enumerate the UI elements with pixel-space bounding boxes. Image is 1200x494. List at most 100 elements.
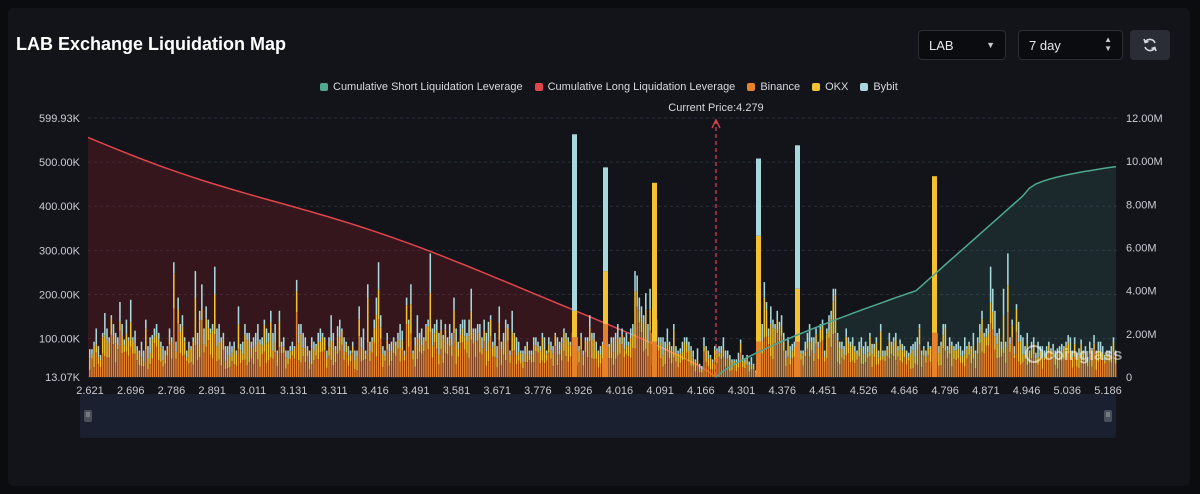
legend-item[interactable]: Cumulative Short Liquidation Leverage xyxy=(320,79,523,95)
symbol-select[interactable]: LAB ▼ xyxy=(918,30,1006,60)
liquidation-bar-bybit xyxy=(485,332,488,352)
liquidation-bar-bybit xyxy=(476,324,479,334)
liquidation-bar-binance xyxy=(981,351,983,377)
liquidation-bar-okx xyxy=(341,330,343,345)
liquidation-bar-okx xyxy=(808,342,811,357)
liquidation-bar-bybit xyxy=(886,346,888,350)
liquidation-bar-bybit xyxy=(487,321,490,342)
liquidation-bar-bybit xyxy=(1067,335,1069,343)
liquidation-bar-okx xyxy=(642,322,645,352)
liquidation-bar-binance xyxy=(1009,351,1011,377)
liquidation-bar-binance xyxy=(815,343,817,377)
liquidation-bar-bybit xyxy=(520,350,522,354)
liquidation-bar-binance xyxy=(326,367,328,377)
liquidation-bar-bybit xyxy=(326,350,328,359)
liquidation-bar-okx xyxy=(345,344,348,353)
liquidation-bar-binance xyxy=(211,358,214,377)
liquidation-bar-binance xyxy=(617,355,619,377)
legend-item[interactable]: Cumulative Long Liquidation Leverage xyxy=(534,79,735,95)
liquidation-bar-binance xyxy=(524,362,526,377)
slider-handle-left[interactable]: II xyxy=(84,410,92,422)
liquidation-bar-okx xyxy=(972,345,975,359)
liquidation-bar-bybit xyxy=(151,335,154,340)
slider-handle-right[interactable]: II xyxy=(1104,410,1112,422)
liquidation-bar-bybit xyxy=(95,328,98,345)
liquidation-bar-bybit xyxy=(433,324,436,334)
liquidation-bar-binance xyxy=(765,336,768,377)
liquidation-bar-okx xyxy=(1009,344,1011,352)
liquidation-bar-okx xyxy=(151,339,154,359)
liquidation-bar-okx xyxy=(1095,353,1097,371)
refresh-button[interactable] xyxy=(1130,30,1170,60)
liquidation-bar-bybit xyxy=(707,350,710,360)
liquidation-bar-okx xyxy=(377,289,380,319)
liquidation-bar-okx xyxy=(998,334,1001,358)
liquidation-bar-binance xyxy=(364,359,367,377)
liquidation-bar-okx xyxy=(407,324,410,348)
legend-item[interactable]: OKX xyxy=(812,79,848,95)
liquidation-bar-bybit xyxy=(371,337,373,341)
liquidation-bar-bybit xyxy=(99,354,102,361)
liquidation-bar-binance xyxy=(722,356,725,377)
liquidation-bar-okx xyxy=(612,352,615,366)
liquidation-bar-okx xyxy=(181,326,184,356)
liquidation-bar-binance xyxy=(235,365,238,377)
liquidation-bar-binance xyxy=(1091,366,1093,377)
liquidation-bar-bybit xyxy=(252,337,255,347)
liquidation-bar-okx xyxy=(334,350,337,363)
legend-item[interactable]: Bybit xyxy=(860,79,898,95)
liquidation-bar-okx xyxy=(670,351,673,364)
liquidation-bar-okx xyxy=(239,350,242,364)
liquidation-bar-okx xyxy=(554,335,557,347)
liquidation-bar-binance xyxy=(694,371,697,377)
legend-item[interactable]: Binance xyxy=(747,79,800,95)
liquidation-bar-binance xyxy=(1106,360,1108,377)
liquidation-bar-bybit xyxy=(664,341,666,352)
legend-swatch xyxy=(747,83,756,91)
liquidation-bar-okx xyxy=(996,344,998,359)
liquidation-bar-bybit xyxy=(466,332,468,342)
liquidation-bar-binance xyxy=(1048,352,1050,377)
liquidation-bar-binance xyxy=(916,364,919,377)
liquidation-bar-bybit xyxy=(841,341,843,350)
liquidation-bar-binance xyxy=(390,361,393,377)
liquidation-bar-binance xyxy=(595,358,598,377)
liquidation-bar-okx xyxy=(640,318,643,332)
liquidation-bar-binance xyxy=(970,363,972,377)
range-slider[interactable]: II II xyxy=(80,394,1116,438)
liquidation-bar-okx xyxy=(483,330,485,342)
liquidation-bar-binance xyxy=(280,353,283,377)
liquidation-bar-binance xyxy=(114,362,117,377)
liquidation-bar-okx xyxy=(961,357,964,364)
liquidation-bar-okx xyxy=(685,344,688,353)
liquidation-bar-binance xyxy=(354,369,356,377)
liquidation-bar-okx xyxy=(856,354,858,360)
liquidation-bar-binance xyxy=(701,372,703,377)
liquidation-bar-bybit xyxy=(472,328,475,333)
liquidation-bar-okx xyxy=(537,347,539,353)
liquidation-bar-okx xyxy=(668,345,671,359)
liquidation-bar-binance xyxy=(539,363,541,377)
liquidation-bar-bybit xyxy=(778,321,781,330)
liquidation-bar-okx xyxy=(826,334,828,359)
liquidation-bar-binance xyxy=(403,360,406,377)
liquidation-bar-bybit xyxy=(832,288,835,302)
liquidation-bar-binance xyxy=(951,366,953,377)
liquidation-bar-okx xyxy=(358,319,360,337)
liquidation-bar-bybit xyxy=(916,337,919,350)
liquidation-bar-binance xyxy=(713,359,716,377)
liquidation-bar-okx xyxy=(923,348,925,356)
liquidation-bar-bybit xyxy=(524,346,526,355)
liquidation-bar-bybit xyxy=(207,319,210,329)
liquidation-bar-binance xyxy=(948,353,951,377)
range-select[interactable]: 7 day ▲ ▼ xyxy=(1018,30,1123,60)
liquidation-bar-binance xyxy=(718,356,720,377)
liquidation-bar-binance xyxy=(1017,361,1020,377)
liquidation-bar-binance xyxy=(989,323,992,377)
liquidation-bar-bybit xyxy=(1063,346,1065,349)
liquidation-bar-okx xyxy=(897,350,899,357)
liquidation-bar-okx xyxy=(142,361,145,367)
liquidation-bar-okx xyxy=(190,349,192,363)
liquidation-bar-okx xyxy=(170,342,173,359)
liquidation-bar-binance xyxy=(543,363,546,377)
